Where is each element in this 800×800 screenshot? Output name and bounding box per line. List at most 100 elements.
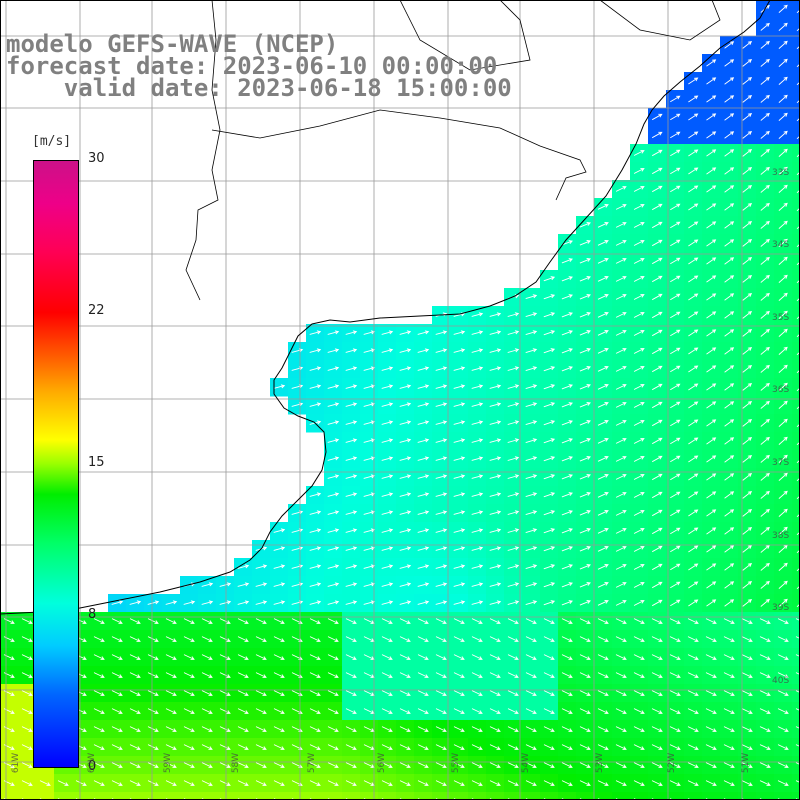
wind-arrow bbox=[724, 221, 735, 229]
wind-arrow bbox=[579, 366, 591, 372]
wind-arrow bbox=[381, 366, 394, 371]
wind-arrow bbox=[381, 672, 393, 679]
wind-arrow bbox=[507, 456, 520, 461]
wind-arrow bbox=[561, 438, 573, 444]
wind-arrow bbox=[615, 275, 627, 282]
wind-arrow bbox=[399, 636, 411, 643]
wind-arrow bbox=[706, 491, 717, 499]
wind-arrow bbox=[489, 456, 502, 461]
wind-arrow bbox=[561, 672, 573, 679]
wind-arrow bbox=[345, 348, 358, 353]
field-cell bbox=[756, 792, 775, 800]
wind-arrow bbox=[435, 528, 448, 533]
wind-arrow bbox=[669, 780, 681, 787]
wind-arrow bbox=[507, 492, 520, 497]
wind-arrow bbox=[561, 474, 573, 480]
field-cell bbox=[612, 792, 631, 800]
wind-arrow bbox=[471, 312, 484, 317]
wind-arrow bbox=[525, 564, 538, 570]
wind-arrow bbox=[741, 708, 753, 715]
wind-arrow bbox=[543, 780, 555, 787]
wind-arrow bbox=[417, 366, 430, 371]
wind-arrow bbox=[706, 473, 717, 481]
field-cell bbox=[792, 288, 800, 307]
border-line bbox=[185, 0, 221, 301]
field-cell bbox=[792, 630, 800, 649]
wind-arrow bbox=[651, 257, 663, 265]
wind-arrow bbox=[724, 149, 735, 157]
field-cell bbox=[378, 792, 397, 800]
wind-arrow bbox=[706, 149, 717, 157]
wind-arrow bbox=[670, 599, 681, 607]
wind-arrow bbox=[688, 293, 699, 301]
wind-arrow bbox=[705, 690, 717, 697]
wind-arrow bbox=[615, 599, 627, 606]
wind-arrow bbox=[778, 40, 788, 49]
wind-arrow bbox=[796, 585, 800, 590]
wind-arrow bbox=[507, 438, 520, 443]
field-cell bbox=[792, 450, 800, 469]
wind-arrow bbox=[183, 672, 195, 679]
wind-arrow bbox=[633, 401, 645, 408]
wind-arrow bbox=[760, 220, 770, 229]
wind-arrow bbox=[615, 672, 627, 679]
wind-arrow bbox=[633, 599, 645, 606]
wind-arrow bbox=[435, 402, 448, 407]
wind-arrow bbox=[543, 294, 556, 300]
wind-arrow bbox=[760, 526, 770, 535]
wind-arrow bbox=[471, 402, 484, 407]
wind-arrow bbox=[255, 636, 267, 643]
wind-arrow bbox=[742, 491, 753, 499]
wind-arrow bbox=[471, 366, 484, 371]
wind-arrow bbox=[760, 472, 770, 481]
wind-arrow bbox=[597, 294, 609, 300]
wind-arrow bbox=[219, 654, 231, 661]
wind-arrow bbox=[579, 546, 591, 552]
wind-arrow bbox=[381, 348, 394, 353]
wind-arrow bbox=[633, 185, 645, 192]
wind-arrow bbox=[381, 492, 394, 497]
wind-arrow bbox=[309, 672, 321, 679]
wind-arrow bbox=[543, 474, 556, 480]
wind-arrow bbox=[615, 708, 627, 715]
wind-arrow bbox=[706, 203, 717, 211]
wind-arrow bbox=[688, 581, 699, 589]
wind-arrow bbox=[724, 59, 735, 67]
wind-arrow bbox=[543, 618, 555, 625]
wind-arrow bbox=[760, 400, 770, 409]
wind-arrow bbox=[543, 600, 556, 606]
wind-arrow bbox=[489, 636, 501, 643]
wind-arrow bbox=[417, 726, 429, 733]
wind-arrow bbox=[525, 636, 537, 643]
wind-arrow bbox=[489, 474, 502, 479]
wind-arrow bbox=[777, 726, 789, 733]
wind-arrow bbox=[778, 58, 788, 67]
wind-arrow bbox=[471, 384, 484, 389]
wind-arrow bbox=[489, 330, 502, 335]
wind-arrow bbox=[525, 762, 537, 769]
wind-arrow bbox=[597, 240, 609, 246]
wind-arrow bbox=[381, 690, 393, 697]
wind-arrow bbox=[724, 383, 735, 391]
wind-arrow bbox=[417, 510, 430, 515]
wind-arrow bbox=[705, 636, 717, 643]
wind-arrow bbox=[345, 726, 357, 733]
colorbar-tick-15: 15 bbox=[88, 455, 105, 470]
wind-arrow bbox=[796, 531, 800, 536]
wind-arrow bbox=[777, 708, 789, 715]
wind-arrow bbox=[273, 546, 286, 551]
wind-arrow bbox=[759, 780, 771, 787]
wind-arrow bbox=[525, 672, 537, 679]
wind-arrow bbox=[651, 401, 663, 409]
field-cell bbox=[792, 0, 800, 19]
wind-arrow bbox=[706, 113, 717, 121]
wind-arrow bbox=[327, 402, 340, 407]
wind-arrow bbox=[795, 780, 800, 784]
wind-arrow bbox=[688, 257, 699, 265]
wind-arrow bbox=[525, 456, 538, 462]
wind-arrow bbox=[417, 600, 430, 605]
field-cell bbox=[342, 792, 361, 800]
wind-arrow bbox=[633, 437, 645, 444]
wind-arrow bbox=[219, 780, 231, 787]
wind-arrow bbox=[742, 581, 753, 589]
